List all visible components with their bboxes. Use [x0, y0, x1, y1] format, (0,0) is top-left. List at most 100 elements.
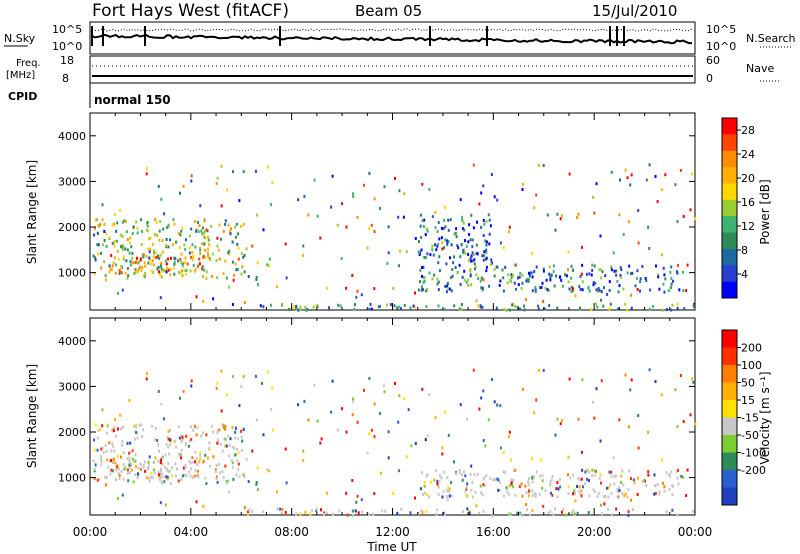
- heatmap-cell: [508, 308, 511, 312]
- heatmap-cell: [531, 476, 534, 480]
- heatmap-cell: [190, 255, 193, 259]
- heatmap-cell: [158, 449, 160, 453]
- heatmap-cell: [227, 251, 230, 255]
- heatmap-cell: [352, 397, 354, 401]
- heatmap-cell: [255, 276, 258, 279]
- heatmap-cell: [664, 277, 667, 281]
- heatmap-cell: [630, 378, 633, 382]
- colorbar-tick-label: 50: [741, 377, 755, 390]
- heatmap-cell: [111, 264, 114, 268]
- heatmap-cell: [215, 463, 218, 467]
- heatmap-cell: [425, 510, 428, 514]
- heatmap-cell: [199, 457, 202, 461]
- heatmap-cell: [453, 304, 456, 308]
- heatmap-cell: [153, 471, 156, 475]
- heatmap-cell: [541, 479, 544, 483]
- heatmap-cell: [658, 287, 661, 291]
- heatmap-cell: [288, 308, 290, 311]
- nave-right-bottom-tick: 0: [706, 72, 713, 85]
- heatmap-cell: [686, 263, 689, 267]
- heatmap-cell: [164, 453, 167, 457]
- heatmap-cell: [126, 468, 129, 472]
- heatmap-cell: [612, 251, 615, 255]
- heatmap-cell: [434, 211, 437, 215]
- heatmap-cell: [121, 493, 124, 497]
- heatmap-cell: [616, 490, 619, 493]
- freq-left-top-tick: 18: [60, 54, 74, 67]
- heatmap-cell: [149, 236, 152, 240]
- heatmap-cell: [493, 267, 496, 271]
- heatmap-cell: [211, 252, 214, 256]
- heatmap-cell: [302, 459, 305, 462]
- heatmap-cell: [354, 509, 357, 513]
- heatmap-cell: [488, 218, 491, 222]
- heatmap-cell: [93, 272, 96, 276]
- colorbar-frame: [721, 117, 738, 299]
- heatmap-cell: [469, 256, 472, 260]
- heatmap-cell: [162, 268, 165, 272]
- heatmap-cell: [226, 393, 229, 397]
- heatmap-cell: [169, 438, 172, 442]
- heatmap-cell: [418, 240, 420, 243]
- heatmap-cell: [399, 249, 402, 253]
- heatmap-cell: [636, 476, 639, 480]
- heatmap-cell: [641, 479, 644, 483]
- heatmap-cell: [425, 256, 427, 260]
- heatmap-cell: [568, 172, 571, 176]
- heatmap-cell: [590, 273, 593, 277]
- heatmap-cell: [510, 276, 513, 280]
- heatmap-cell: [429, 253, 432, 257]
- heatmap-cell: [337, 303, 340, 307]
- heatmap-cell: [554, 433, 557, 437]
- heatmap-cell: [135, 425, 138, 429]
- heatmap-cell: [410, 444, 413, 448]
- heatmap-cell: [134, 270, 137, 273]
- heatmap-cell: [108, 459, 111, 463]
- heatmap-cell: [588, 289, 591, 293]
- heatmap-cell: [433, 273, 436, 277]
- power-heatmap: [92, 163, 697, 312]
- heatmap-cell: [182, 261, 185, 265]
- heatmap-cell: [437, 221, 440, 225]
- time-axis: 00:00 04:00 08:00 12:00 16:00 20:00 00:00: [73, 525, 713, 539]
- heatmap-cell: [636, 269, 639, 273]
- heatmap-cell: [116, 465, 118, 469]
- heatmap-cell: [531, 509, 534, 513]
- heatmap-cell: [197, 475, 200, 479]
- heatmap-cell: [205, 228, 208, 232]
- noise-sky-trace: [91, 33, 692, 45]
- heatmap-cell: [116, 239, 119, 243]
- heatmap-cell: [136, 256, 138, 260]
- heatmap-cell: [205, 270, 208, 274]
- heatmap-cell: [360, 498, 363, 502]
- heatmap-cell: [624, 492, 627, 496]
- heatmap-cell: [152, 255, 155, 259]
- heatmap-cell: [512, 479, 514, 482]
- heatmap-cell: [453, 460, 455, 464]
- heatmap-cell: [155, 220, 158, 224]
- heatmap-cell: [639, 280, 642, 284]
- heatmap-cell: [160, 275, 163, 279]
- heatmap-cell: [485, 250, 488, 254]
- heatmap-cell: [167, 257, 169, 261]
- heatmap-cell: [231, 445, 234, 449]
- heatmap-cell: [682, 215, 685, 218]
- heatmap-cell: [302, 449, 305, 453]
- heatmap-cell: [378, 206, 381, 210]
- heatmap-cell: [504, 265, 507, 269]
- colorbar-swatch: [722, 347, 737, 366]
- heatmap-cell: [373, 197, 376, 201]
- heatmap-cell: [676, 425, 679, 429]
- heatmap-cell: [615, 273, 618, 277]
- heatmap-cell: [122, 246, 125, 250]
- heatmap-cell: [468, 223, 471, 227]
- heatmap-cell: [190, 179, 193, 183]
- colorbar-swatch: [722, 167, 737, 184]
- heatmap-cell: [93, 448, 96, 452]
- heatmap-cell: [100, 456, 103, 460]
- heatmap-cell: [661, 458, 664, 462]
- heatmap-cell: [120, 455, 122, 459]
- heatmap-cell: [503, 307, 506, 311]
- heatmap-cell: [392, 287, 395, 290]
- heatmap-cell: [603, 286, 605, 290]
